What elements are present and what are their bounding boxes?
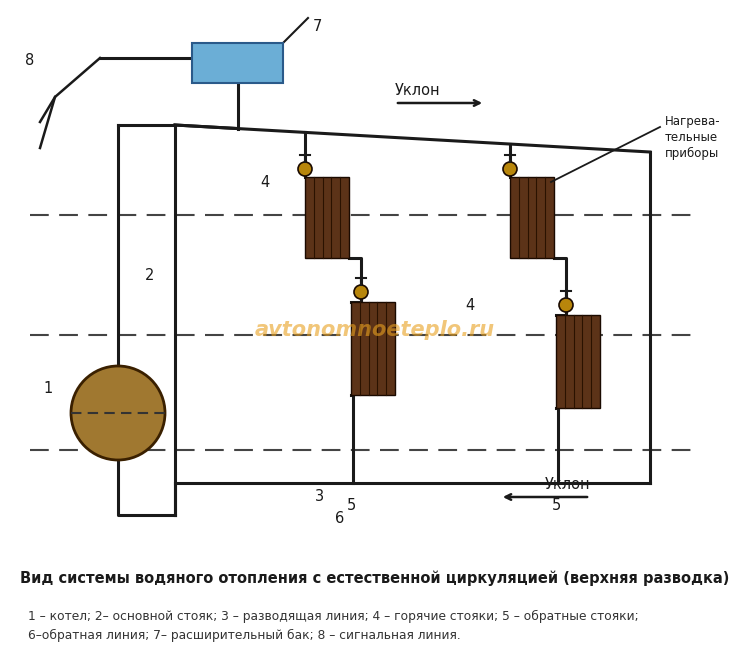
- Circle shape: [503, 162, 517, 176]
- Text: 1: 1: [43, 381, 52, 396]
- Text: 4: 4: [465, 298, 474, 313]
- Text: Уклон: Уклон: [395, 83, 441, 98]
- Bar: [351, 302, 395, 395]
- Text: 1 – котел; 2– основной стояк; 3 – разводящая линия; 4 – горячие стояки; 5 – обра: 1 – котел; 2– основной стояк; 3 – развод…: [28, 610, 638, 642]
- Text: Нагрева-
тельные
приборы: Нагрева- тельные приборы: [665, 115, 721, 160]
- Circle shape: [354, 285, 368, 299]
- Text: 5: 5: [552, 498, 561, 513]
- Text: 2: 2: [145, 268, 154, 283]
- Bar: [305, 177, 349, 258]
- Bar: [556, 315, 600, 408]
- Circle shape: [298, 162, 312, 176]
- Bar: [192, 43, 283, 83]
- Circle shape: [559, 298, 573, 312]
- Text: 8: 8: [25, 53, 34, 68]
- Text: 6: 6: [335, 511, 344, 526]
- Text: 5: 5: [347, 498, 356, 513]
- Text: 4: 4: [260, 175, 269, 190]
- Bar: [510, 177, 554, 258]
- Text: 7: 7: [313, 19, 322, 34]
- Circle shape: [71, 366, 165, 460]
- Text: Уклон: Уклон: [545, 477, 591, 492]
- Text: Вид системы водяного отопления с естественной циркуляцией (верхняя разводка): Вид системы водяного отопления с естеств…: [20, 570, 730, 585]
- Text: 3: 3: [315, 489, 324, 504]
- Text: avtonomnoeteplo.ru: avtonomnoeteplo.ru: [255, 320, 495, 340]
